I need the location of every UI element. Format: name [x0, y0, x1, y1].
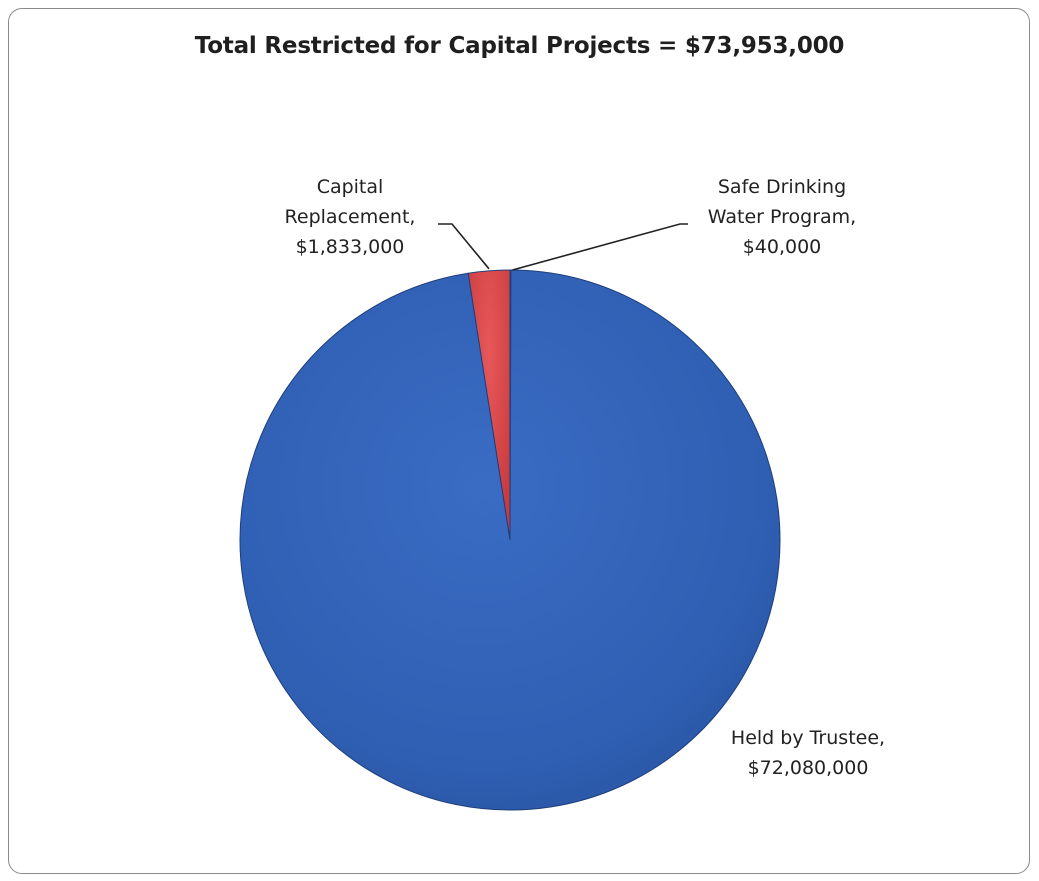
leader-line-safe-drinking-water: [512, 223, 688, 271]
data-label-line: Replacement,: [285, 206, 416, 228]
data-label-safe-drinking-water: Safe Drinking Water Program, $40,000: [708, 176, 856, 258]
data-label-capital-replacement: Capital Replacement, $1,833,000: [285, 176, 416, 258]
slice-held-by-trustee: [239, 269, 781, 811]
data-label-held-by-trustee: Held by Trustee, $72,080,000: [731, 727, 885, 779]
data-label-line: $1,833,000: [296, 236, 405, 258]
leader-line-capital-replacement: [438, 223, 490, 270]
data-label-line: $72,080,000: [748, 757, 869, 779]
data-label-line: Held by Trustee,: [731, 727, 885, 749]
data-label-line: Safe Drinking: [718, 176, 846, 198]
data-label-line: Capital: [317, 176, 384, 198]
chart-title: Total Restricted for Capital Projects = …: [194, 33, 845, 59]
data-label-line: $40,000: [743, 236, 822, 258]
data-label-line: Water Program,: [708, 206, 856, 228]
